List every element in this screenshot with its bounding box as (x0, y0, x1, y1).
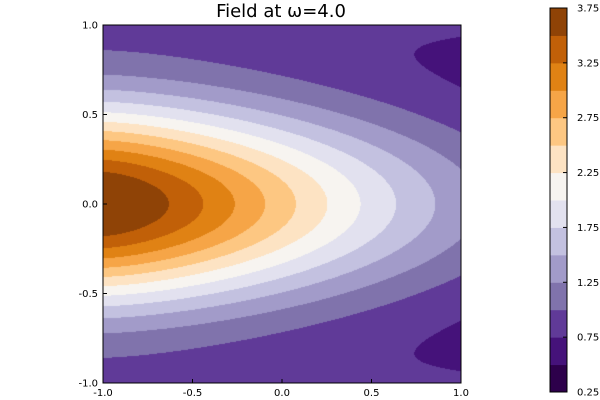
colorbar-tick-label: 0.75 (577, 333, 599, 344)
colorbar-tick-label: 2.25 (577, 168, 599, 179)
colorbar-band (550, 35, 567, 64)
colorbar-band (550, 172, 567, 201)
contour-plot-area (102, 24, 462, 384)
colorbar-band (550, 254, 567, 283)
y-tick-label: 0.5 (82, 110, 98, 121)
y-tick-label: 1.0 (82, 21, 98, 32)
colorbar-band (550, 145, 567, 174)
colorbar-tick-label: 1.75 (577, 223, 599, 234)
colorbar-tick-label: 1.25 (577, 278, 599, 289)
colorbar-tick-label: 3.25 (577, 58, 599, 69)
colorbar-tick-label: 2.75 (577, 113, 599, 124)
x-tick-label: -1.0 (93, 388, 113, 399)
y-tick-label: 0.0 (82, 200, 98, 211)
x-tick-label: -0.5 (183, 388, 203, 399)
colorbar-band (550, 200, 567, 228)
x-tick-label: 1.0 (453, 388, 469, 399)
colorbar-band (550, 282, 567, 311)
x-tick-label: 0.0 (274, 388, 290, 399)
colorbar-frame (549, 7, 568, 393)
colorbar-tick-label: 0.25 (577, 388, 599, 399)
colorbar-band (550, 8, 567, 36)
colorbar-band (550, 337, 567, 366)
x-axis: -1.0 -0.5 0.0 0.5 1.0 (93, 379, 469, 399)
colorbar-band (550, 62, 567, 91)
x-tick-label: 0.5 (364, 388, 380, 399)
y-axis: -1.0 -0.5 0.0 0.5 1.0 (78, 21, 107, 390)
colorbar-band (550, 90, 567, 119)
y-tick-label: -0.5 (78, 289, 98, 300)
colorbar-band (550, 364, 567, 393)
contour-field (103, 25, 461, 383)
colorbar-tick-label: 3.75 (577, 4, 599, 15)
colorbar-band (550, 227, 567, 256)
colorbar-band (550, 309, 567, 338)
chart-title: Field at ω=4.0 (216, 1, 346, 22)
colorbar-band (550, 117, 567, 146)
y-tick-label: -1.0 (78, 379, 98, 390)
colorbar: 0.25 0.75 1.25 1.75 2.25 2.75 3.25 3.75 (549, 4, 599, 399)
